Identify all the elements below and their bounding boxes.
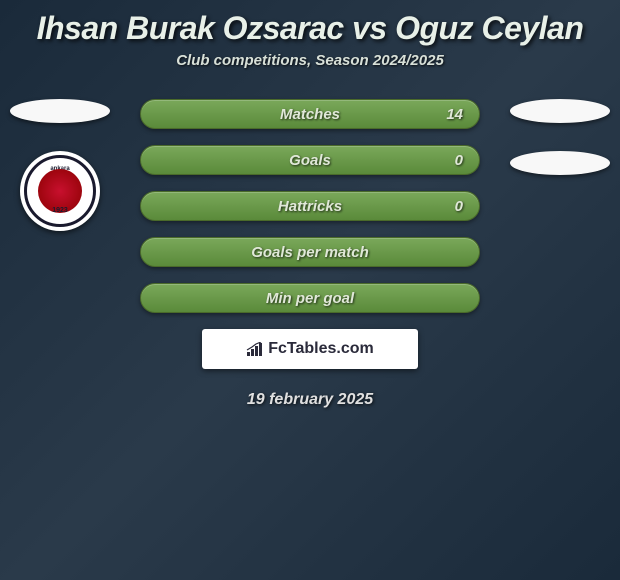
stat-label: Hattricks [278,198,342,215]
stat-label: Min per goal [266,290,354,307]
stat-label: Matches [280,106,340,123]
stat-value: 0 [455,198,463,215]
club-badge-year: 1923 [52,207,68,214]
left-badges-column: ankara 1923 [10,99,110,231]
right-badges-column [510,99,610,203]
stats-container: Matches 14 Goals 0 Hattricks 0 Goals per… [140,99,480,313]
subtitle: Club competitions, Season 2024/2025 [0,52,620,69]
stat-row-goals: Goals 0 [140,145,480,175]
stat-value: 0 [455,152,463,169]
stat-label: Goals [289,152,331,169]
brand-chart-icon [246,342,264,356]
stat-row-matches: Matches 14 [140,99,480,129]
brand-text: FcTables.com [268,340,374,358]
stat-label: Goals per match [251,244,369,261]
page-title: Ihsan Burak Ozsarac vs Oguz Ceylan [0,0,620,52]
content-area: ankara 1923 Matches 14 Goals 0 Hattricks… [0,99,620,409]
stat-value: 14 [446,106,463,123]
player2-oval-placeholder-2 [510,151,610,175]
stat-row-goals-per-match: Goals per match [140,237,480,267]
stat-row-hattricks: Hattricks 0 [140,191,480,221]
date-text: 19 february 2025 [10,391,610,409]
player2-oval-placeholder-1 [510,99,610,123]
player1-club-badge: ankara 1923 [20,151,100,231]
stat-row-min-per-goal: Min per goal [140,283,480,313]
brand-attribution[interactable]: FcTables.com [202,329,418,369]
player1-oval-placeholder [10,99,110,123]
